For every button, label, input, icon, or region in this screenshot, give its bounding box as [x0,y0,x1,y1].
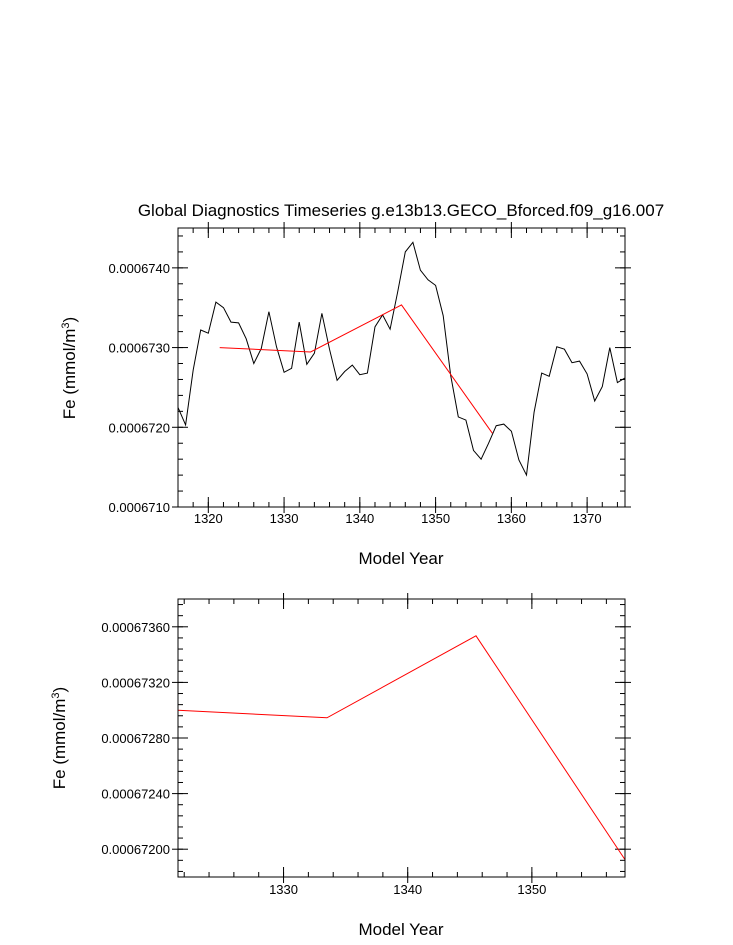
timeseries-chart-decadal: 0.00067200 0.00067240 0.00067280 0.00067320… [50,593,631,939]
x-axis-label: Model Year [358,549,443,568]
chart-title: Global Diagnostics Timeseries g.e13b13.G… [138,201,664,220]
x-tick-label: 1340 [345,511,374,526]
x-tick-label: 1330 [270,511,299,526]
series-line-decadal [219,304,493,434]
x-axis-label: Model Year [358,920,443,939]
x-tick-label: 1330 [269,882,298,897]
y-tick-label: 0.0006710 [109,500,170,515]
tick-marks [172,222,631,513]
y-tick-labels: 0.00067200 0.00067240 0.00067280 0.00067320… [101,620,170,857]
y-tick-label: 0.00067200 [101,842,170,857]
plot-frame [177,598,626,878]
series-line-annual [177,241,626,477]
y-axis-label: Fe (mmol/m3) [50,687,69,789]
x-tick-label: 1320 [194,511,223,526]
tick-marks [172,593,631,883]
plot-frame [177,227,626,508]
y-tick-label: 0.00067320 [101,675,170,690]
y-tick-label: 0.00067280 [101,731,170,746]
y-tick-labels: 0.0006710 0.0006720 0.0006730 0.0006740 [109,261,170,515]
series-line-decadal [177,635,626,860]
x-tick-label: 1350 [421,511,450,526]
x-tick-labels: 1330 1340 1350 [269,882,546,897]
x-tick-label: 1370 [573,511,602,526]
y-tick-label: 0.0006730 [109,341,170,356]
y-axis-label: Fe (mmol/m3) [60,317,79,419]
x-tick-label: 1350 [517,882,546,897]
timeseries-chart-annual: Global Diagnostics Timeseries g.e13b13.G… [60,201,664,568]
y-tick-label: 0.00067360 [101,620,170,635]
y-tick-label: 0.0006720 [109,420,170,435]
y-tick-label: 0.00067240 [101,787,170,802]
data-series [177,241,626,477]
x-tick-labels: 1320 1330 1340 1350 1360 1370 [194,511,602,526]
y-tick-label: 0.0006740 [109,261,170,276]
data-series [177,635,626,860]
x-tick-label: 1340 [393,882,422,897]
x-tick-label: 1360 [497,511,526,526]
